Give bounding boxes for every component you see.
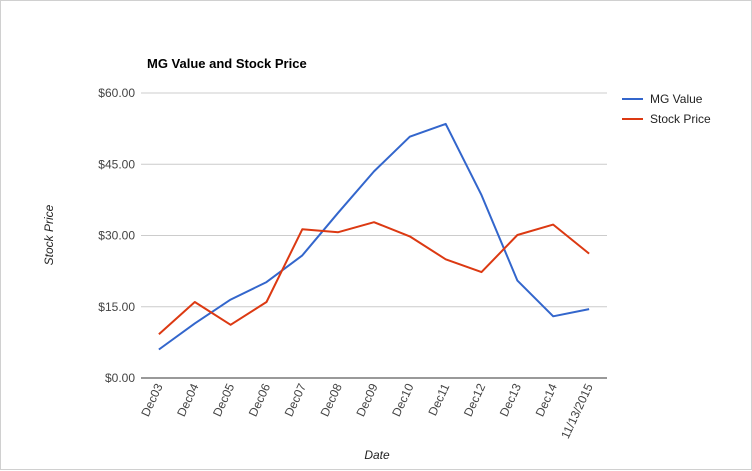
series-line-stock-price [159,222,589,334]
x-axis-ticks: Dec03 Dec04 Dec05 Dec06 Dec07 Dec08 Dec09 Dec10… [138,381,596,441]
legend-label: MG Value [650,92,703,106]
gridlines [141,93,607,378]
legend-label: Stock Price [650,112,711,126]
y-tick-label: $0.00 [105,371,135,385]
x-tick-label: Dec06 [246,381,273,419]
y-tick-label: $30.00 [98,229,135,243]
series-lines [159,124,589,350]
x-tick-label: Dec05 [210,381,237,419]
y-tick-label: $45.00 [98,157,135,171]
x-tick-label: Dec11 [425,381,452,418]
x-tick-label: 11/13/2015 [558,381,596,441]
x-tick-label: Dec09 [353,381,380,419]
y-axis-ticks: $0.00 $15.00 $30.00 $45.00 $60.00 [98,86,135,385]
x-tick-label: Dec07 [282,381,309,419]
series-line-mg-value [159,124,589,350]
legend: MG Value Stock Price [622,92,711,126]
x-tick-label: Dec03 [138,381,165,419]
y-tick-label: $60.00 [98,86,135,100]
x-tick-label: Dec04 [174,381,201,419]
x-tick-label: Dec14 [533,381,560,419]
x-axis-title: Date [364,448,390,462]
x-tick-label: Dec12 [461,381,488,419]
x-tick-label: Dec13 [497,381,524,419]
chart-title: MG Value and Stock Price [147,56,307,71]
y-tick-label: $15.00 [98,300,135,314]
x-tick-label: Dec08 [318,381,345,419]
x-tick-label: Dec10 [389,381,416,419]
y-axis-title: Stock Price [42,204,56,265]
